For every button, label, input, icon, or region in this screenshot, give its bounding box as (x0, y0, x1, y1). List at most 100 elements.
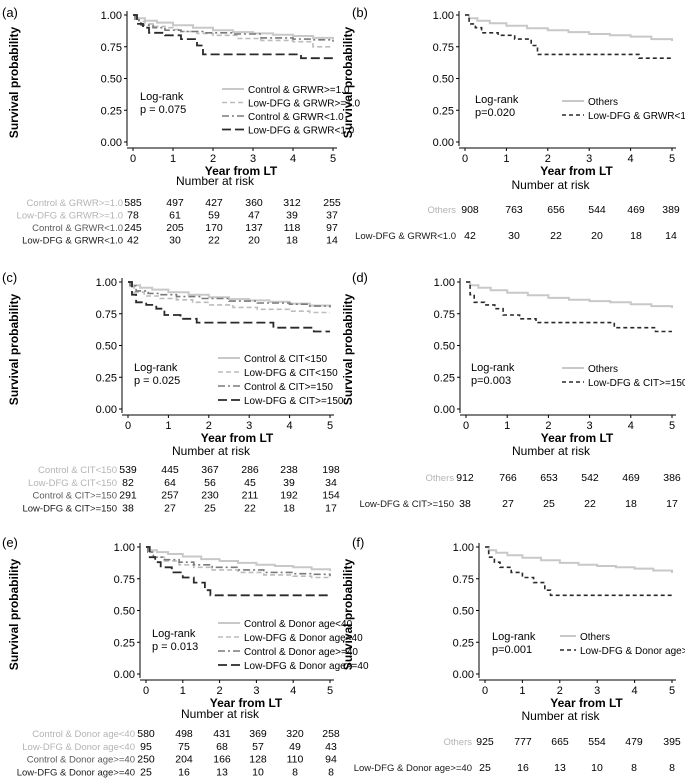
risk-value: 431 (213, 728, 231, 740)
y-tick-label: 1.00 (101, 10, 122, 22)
survival-curve-1 (466, 281, 673, 308)
x-tick-label: 5 (327, 685, 333, 697)
risk-value: 8 (328, 766, 334, 778)
survival-curve-2 (465, 14, 672, 59)
x-tick-label: 2 (206, 420, 212, 432)
logrank-title: Log-rank (152, 628, 196, 640)
risk-value: 656 (547, 204, 565, 216)
x-tick-label: 4 (632, 685, 638, 697)
logrank-p-value: p = 0.025 (134, 375, 180, 387)
y-tick-label: 0.25 (434, 372, 455, 384)
x-tick-label: 0 (482, 685, 488, 697)
y-tick-label: 0.50 (96, 341, 117, 353)
y-tick-label: 0.75 (101, 42, 122, 54)
y-tick-label: 0.50 (114, 606, 135, 618)
survival-curve-4 (128, 281, 330, 333)
x-tick-label: 4 (287, 420, 293, 432)
risk-value: 16 (178, 766, 190, 778)
risk-table-title: Number at risk (181, 707, 260, 721)
survival-curve-1 (485, 546, 673, 573)
x-axis-label: Year from LT (210, 696, 283, 710)
y-tick-label: 0.00 (114, 669, 135, 681)
risk-value: 118 (284, 222, 301, 234)
risk-value: 75 (178, 741, 190, 753)
risk-value: 360 (245, 197, 263, 209)
x-tick-label: 4 (628, 420, 634, 432)
risk-value: 18 (630, 230, 642, 242)
risk-table-title: Number at risk (511, 178, 590, 192)
risk-value: 10 (591, 762, 603, 774)
risk-value: 82 (122, 477, 134, 489)
x-tick-label: 0 (125, 420, 131, 432)
risk-value: 22 (244, 502, 256, 514)
risk-value: 320 (286, 728, 304, 740)
risk-value: 14 (665, 230, 677, 242)
legend-label: Low-DFG & CIT>=150 (244, 396, 344, 407)
risk-value: 78 (127, 210, 139, 222)
y-tick-label: 0.25 (433, 105, 454, 117)
x-tick-label: 3 (587, 420, 593, 432)
risk-value: 395 (663, 736, 681, 748)
y-tick-label: 1.00 (114, 542, 135, 554)
risk-value: 912 (456, 472, 474, 484)
risk-value: 110 (287, 754, 304, 766)
risk-value: 38 (459, 498, 471, 510)
risk-value: 198 (322, 464, 340, 476)
risk-value: 908 (461, 204, 479, 216)
risk-value: 777 (514, 736, 532, 748)
risk-value: 14 (326, 235, 338, 247)
panel-b: (b) Survival probability 0.00 0.25 0.50 0.75 1… (341, 5, 685, 242)
risk-value: 20 (591, 230, 603, 242)
logrank-title: Log-rank (134, 362, 178, 374)
y-tick-label: 0.50 (434, 341, 455, 353)
x-tick-label: 2 (210, 153, 216, 165)
x-tick-label: 0 (130, 153, 136, 165)
risk-value: 94 (325, 754, 337, 766)
y-tick-label: 0.25 (96, 372, 117, 384)
x-axis-label: Year from LT (550, 696, 623, 710)
legend-label: Control & Donor age<40 (244, 619, 353, 630)
risk-value: 34 (325, 477, 337, 489)
y-axis-label: Survival probability (341, 293, 355, 405)
logrank-title: Log-rank (471, 362, 515, 374)
risk-value: 68 (216, 741, 228, 753)
risk-value: 30 (169, 235, 181, 247)
risk-table-title: Number at risk (172, 444, 251, 458)
logrank-p-value: p=0.020 (475, 107, 515, 119)
x-tick-label: 4 (290, 153, 296, 165)
panel-label: (b) (352, 5, 368, 20)
risk-row-label: Others (427, 205, 456, 216)
risk-row-label: Control & GRWR>=1.0 (27, 198, 123, 209)
y-tick-label: 0.50 (433, 74, 454, 86)
logrank-p-value: p = 0.013 (152, 641, 198, 653)
risk-value: 8 (631, 762, 637, 774)
risk-value: 49 (289, 741, 301, 753)
legend-label: Others (580, 632, 610, 643)
risk-row-label: Control & CIT<150 (38, 465, 117, 476)
risk-value: 22 (208, 235, 220, 247)
risk-value: 539 (119, 464, 137, 476)
x-axis-label: Year from LT (201, 431, 274, 445)
risk-value: 230 (201, 490, 219, 502)
risk-table-title: Number at risk (512, 444, 591, 458)
legend-label: Control & CIT>=150 (244, 382, 333, 393)
risk-value: 38 (122, 502, 134, 514)
risk-value: 205 (166, 222, 184, 234)
x-tick-label: 5 (669, 420, 675, 432)
risk-value: 312 (283, 197, 301, 209)
risk-value: 8 (669, 762, 675, 774)
risk-value: 95 (140, 741, 152, 753)
y-tick-label: 0.25 (114, 637, 135, 649)
y-tick-label: 0.75 (114, 574, 135, 586)
risk-value: 39 (286, 210, 298, 222)
x-tick-label: 3 (594, 685, 600, 697)
y-tick-label: 0.75 (453, 574, 474, 586)
risk-value: 27 (502, 498, 514, 510)
risk-row-label: Control & GRWR<1.0 (32, 223, 123, 234)
risk-row-label: Low-DFG & GRWR>=1.0 (17, 211, 123, 222)
panel-label: (e) (2, 535, 18, 550)
x-axis-label: Year from LT (540, 164, 613, 178)
risk-value: 497 (166, 197, 184, 209)
risk-row-label: Others (443, 737, 472, 748)
